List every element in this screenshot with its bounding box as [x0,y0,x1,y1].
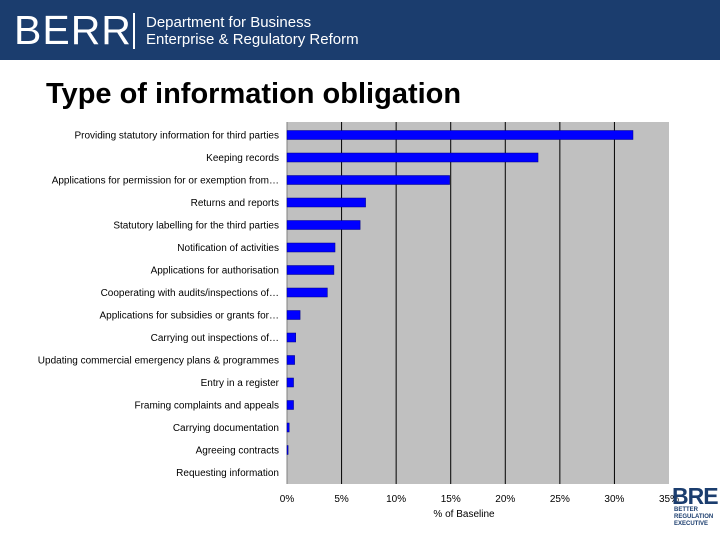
category-label: Cooperating with audits/inspections of… [101,288,279,299]
category-label: Applications for authorisation [151,266,279,277]
x-tick-label: 25% [550,494,570,505]
bar [286,310,301,320]
bar [286,445,289,455]
category-label: Keeping records [206,153,279,164]
x-tick-label: 35% [659,494,679,505]
berr-logo: BERR [14,7,132,53]
logo-divider [133,13,135,49]
bar [286,287,328,298]
x-axis-label: % of Baseline [433,509,495,520]
bar [286,332,296,343]
bar [286,130,634,140]
x-tick-label: 20% [495,494,515,505]
header-bar: BERR Department for Business Enterprise … [0,0,720,60]
category-label: Applications for permission for or exemp… [52,176,279,187]
category-label: Carrying out inspections of… [151,333,279,344]
x-tick-label: 0% [280,494,295,505]
bar [286,175,450,185]
bar [286,355,295,365]
category-label: Updating commercial emergency plans & pr… [38,356,279,367]
slide-title: Type of information obligation [46,78,462,110]
bar [286,197,366,208]
category-label: Agreeing contracts [196,446,279,457]
bre-logo-line2: REGULATION [674,514,714,520]
x-tick-label: 10% [386,494,406,505]
bar [286,265,335,275]
category-label: Entry in a register [201,378,280,389]
category-label: Returns and reports [191,198,279,209]
category-label: Providing statutory information for thir… [74,131,279,142]
x-tick-label: 15% [441,494,461,505]
category-label: Carrying documentation [173,423,279,434]
bre-logo-text: BRE [672,483,719,509]
horizontal-bar-chart: Providing statutory information for thir… [38,122,679,520]
bar [286,377,294,388]
bar [286,242,336,253]
bar [286,152,539,163]
bre-logo: BRE BETTER REGULATION EXECUTIVE [672,483,719,532]
x-tick-label: 5% [334,494,349,505]
bar [286,400,294,410]
bre-logo-line3: EXECUTIVE [674,521,709,527]
department-name-line1: Department for Business [146,14,312,31]
category-label: Requesting information [176,468,279,479]
bre-logo-line1: BETTER [674,507,698,513]
bar [286,220,361,230]
category-label: Statutory labelling for the third partie… [113,221,279,232]
x-tick-label: 30% [604,494,624,505]
category-label: Framing complaints and appeals [134,401,279,412]
bar [286,422,290,433]
category-label: Applications for subsidies or grants for… [99,311,279,322]
department-name-line2: Enterprise & Regulatory Reform [146,31,359,48]
category-label: Notification of activities [177,243,279,254]
